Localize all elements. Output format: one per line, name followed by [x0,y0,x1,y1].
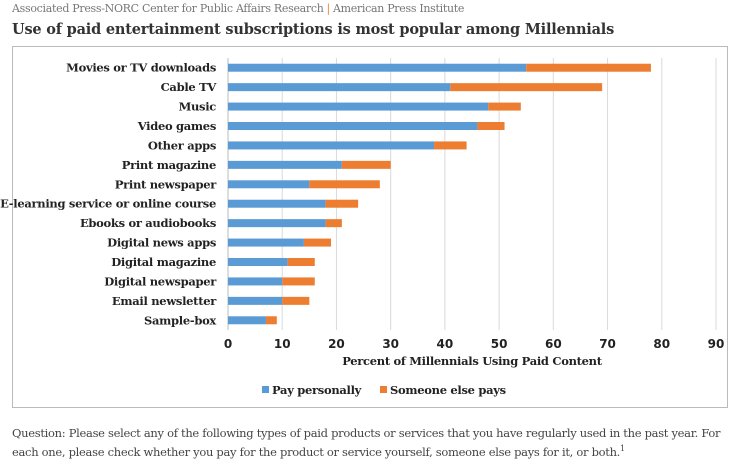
bar-someone-else-pays [303,238,332,247]
bar-someone-else-pays [488,102,521,111]
x-tick-label: 60 [545,337,562,351]
chart-frame [12,46,728,408]
source-separator: | [326,2,331,15]
source-line: Associated Press-NORC Center for Public … [12,2,464,15]
bar-pay-personally [228,199,326,208]
bar-someone-else-pays [282,296,310,305]
bar-pay-personally [228,258,288,266]
x-tick-label: 90 [708,337,725,351]
bar-pay-personally [228,238,304,247]
category-label: Ebooks or audiobooks [80,216,216,230]
x-tick-label: 80 [653,337,670,351]
category-label: Music [179,100,217,114]
chart-title: Use of paid entertainment subscriptions … [12,21,615,38]
bar-someone-else-pays [341,160,391,169]
bar-someone-else-pays [450,83,603,92]
category-label: Print magazine [122,158,216,172]
bar-pay-personally [228,219,326,228]
category-label: Video games [137,119,216,133]
x-tick-label: 0 [224,337,232,351]
bar-pay-personally [228,63,527,72]
x-tick-label: 30 [382,337,399,351]
bar-pay-personally [228,102,489,111]
category-label: Digital magazine [111,255,216,269]
bar-someone-else-pays [526,63,651,72]
chart: 0 10 20 30 40 50 60 70 80 90 Movies or TV download… [0,58,725,397]
x-tick-label: 50 [491,337,508,351]
legend-swatch [380,386,387,393]
x-tick-label: 40 [437,337,454,351]
category-label: Print newspaper [115,177,217,191]
category-label: Email newsletter [112,294,217,308]
source-right: American Press Institute [332,2,465,15]
question-text: Question: Please select any of the follo… [12,426,721,459]
category-label: Digital newspaper [104,274,217,288]
bar-someone-else-pays [309,180,380,189]
bar-someone-else-pays [477,122,505,130]
x-tick-label: 70 [599,337,616,351]
x-tick-label: 20 [328,337,345,351]
category-label: Movies or TV downloads [66,61,216,75]
category-label: E-learning service or online course [0,197,216,211]
bar-someone-else-pays [265,316,277,325]
bar-pay-personally [228,141,435,150]
footnote-mark: 1 [620,444,625,453]
bar-pay-personally [228,83,451,92]
bar-pay-personally [228,122,478,130]
x-axis-label: Percent of Millennials Using Paid Conten… [342,354,603,368]
bar-someone-else-pays [325,199,359,208]
legend-label: Pay personally [272,383,362,397]
bar-pay-personally [228,296,283,305]
bar-pay-personally [228,180,310,189]
bar-pay-personally [228,277,283,286]
question-footnote: Question: Please select any of the follo… [12,425,732,460]
category-label: Digital news apps [107,236,216,250]
x-tick-label: 10 [274,337,291,351]
category-label: Cable TV [161,80,218,94]
legend-swatch [262,386,269,393]
bar-pay-personally [228,316,266,325]
category-label: Sample-box [144,313,216,327]
source-left: Associated Press-NORC Center for Public … [12,2,324,15]
category-label: Other apps [148,138,216,152]
bar-someone-else-pays [325,219,342,228]
bar-someone-else-pays [287,258,315,266]
bar-pay-personally [228,160,342,169]
legend-label: Someone else pays [390,383,506,397]
bar-someone-else-pays [434,141,467,150]
bar-someone-else-pays [282,277,315,286]
